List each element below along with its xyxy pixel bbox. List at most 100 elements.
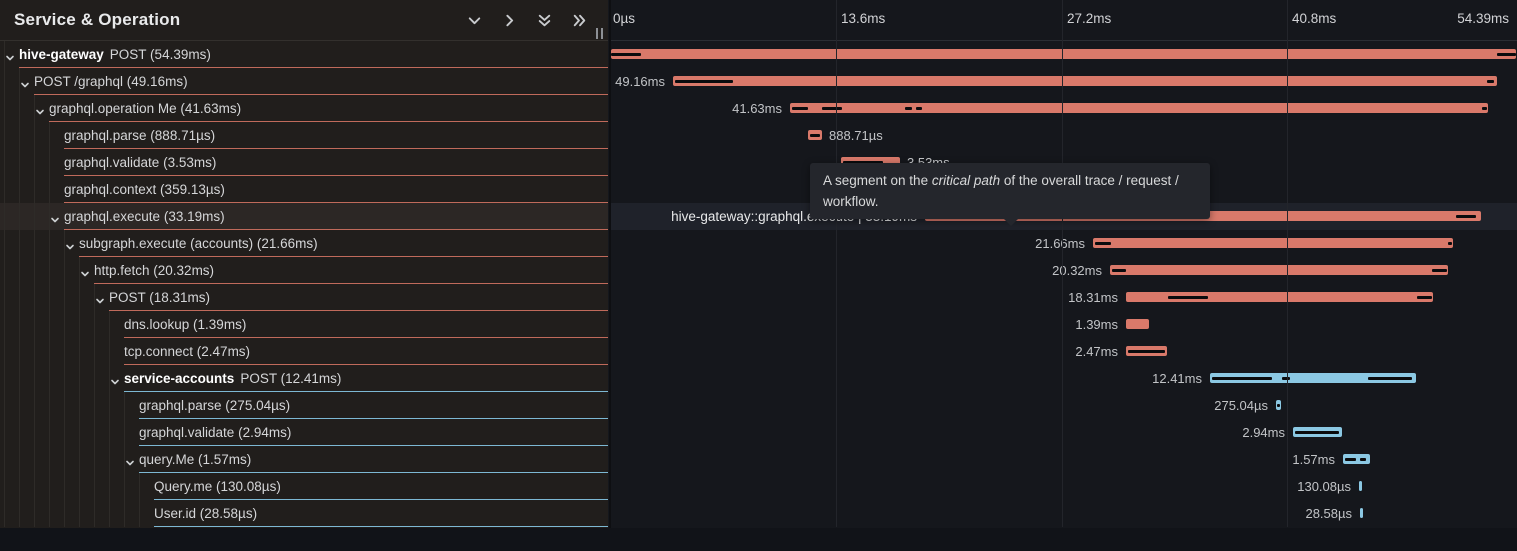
tree-row[interactable]: service-accounts POST (12.41ms)	[0, 365, 608, 392]
duration-label: 2.47ms	[1075, 344, 1118, 359]
critical-path-segment[interactable]	[1168, 295, 1208, 299]
tree-row[interactable]: hive-gateway POST (54.39ms)	[0, 41, 608, 68]
critical-path-segment[interactable]	[810, 133, 820, 137]
span-label: hive-gateway POST (54.39ms)	[19, 47, 211, 62]
indent-guide	[4, 500, 5, 527]
critical-path-segment[interactable]	[1277, 403, 1280, 407]
double-chevron-right-icon[interactable]	[568, 10, 590, 32]
critical-path-segment[interactable]	[1448, 241, 1452, 245]
critical-path-segment[interactable]	[1432, 268, 1447, 272]
critical-path-segment[interactable]	[611, 52, 641, 56]
chevron-right-icon[interactable]	[498, 10, 520, 32]
double-chevron-down-icon[interactable]	[533, 10, 555, 32]
tree-row[interactable]: graphql.parse (275.04µs)	[0, 392, 608, 419]
span-duration-bar[interactable]	[1110, 265, 1448, 275]
chevron-down-icon[interactable]	[125, 455, 135, 466]
critical-path-segment[interactable]	[1295, 430, 1339, 434]
critical-path-segment[interactable]	[1282, 376, 1290, 380]
tree-row[interactable]: graphql.execute (33.19ms)	[0, 203, 608, 230]
indent-guide	[19, 365, 20, 392]
span-duration-bar[interactable]	[611, 49, 1516, 59]
critical-path-segment[interactable]	[1482, 106, 1487, 110]
tree-row[interactable]: tcp.connect (2.47ms)	[0, 338, 608, 365]
axis-tick-label: 13.6ms	[841, 11, 886, 26]
chevron-down-icon[interactable]	[80, 266, 90, 277]
indent-guide	[109, 365, 110, 392]
critical-path-segment[interactable]	[843, 160, 883, 164]
span-duration-bar[interactable]	[808, 130, 822, 140]
critical-path-segment[interactable]	[822, 106, 842, 110]
span-duration-bar[interactable]	[790, 103, 1488, 113]
critical-path-segment[interactable]	[1417, 295, 1432, 299]
indent-guide	[79, 338, 80, 365]
row-underline	[64, 175, 608, 176]
chevron-down-icon[interactable]	[50, 212, 60, 223]
critical-path-segment[interactable]	[1095, 241, 1111, 245]
indent-guide	[19, 176, 20, 203]
indent-guide	[139, 473, 140, 500]
span-duration-bar[interactable]	[1126, 319, 1149, 329]
duration-label: 2.94ms	[1242, 425, 1285, 440]
critical-path-segment[interactable]	[1128, 349, 1165, 353]
tree-row[interactable]: User.id (28.58µs)	[0, 500, 608, 527]
critical-path-segment[interactable]	[916, 106, 922, 110]
duration-label: 1.57ms	[1292, 452, 1335, 467]
tree-row[interactable]: POST (18.31ms)	[0, 284, 608, 311]
duration-label: 888.71µs	[829, 128, 883, 143]
span-duration-bar[interactable]	[1293, 427, 1342, 437]
tree-row[interactable]: graphql.context (359.13µs)	[0, 176, 608, 203]
tree-row[interactable]: POST /graphql (49.16ms)	[0, 68, 608, 95]
critical-path-segment[interactable]	[1360, 457, 1366, 461]
span-duration-bar[interactable]	[1359, 481, 1362, 491]
span-duration-bar[interactable]	[1210, 373, 1416, 383]
span-label: User.id (28.58µs)	[154, 506, 258, 521]
indent-guide	[34, 338, 35, 365]
column-resize-handle[interactable]	[592, 26, 606, 41]
chevron-down-icon[interactable]	[20, 77, 30, 88]
span-duration-bar[interactable]	[1126, 346, 1167, 356]
chevron-down-icon[interactable]	[463, 10, 485, 32]
critical-path-segment[interactable]	[1112, 268, 1126, 272]
span-label: graphql.validate (3.53ms)	[64, 155, 217, 170]
tree-row[interactable]: graphql.validate (3.53ms)	[0, 149, 608, 176]
span-row: 28.58µs	[611, 500, 1517, 527]
tree-row[interactable]: http.fetch (20.32ms)	[0, 257, 608, 284]
tree-row[interactable]: subgraph.execute (accounts) (21.66ms)	[0, 230, 608, 257]
span-duration-bar[interactable]	[1360, 508, 1363, 518]
duration-label: 1.39ms	[1075, 317, 1118, 332]
tree-row[interactable]: Query.me (130.08µs)	[0, 473, 608, 500]
tree-row[interactable]: graphql.parse (888.71µs)	[0, 122, 608, 149]
indent-guide	[34, 311, 35, 338]
tree-row[interactable]: dns.lookup (1.39ms)	[0, 311, 608, 338]
chevron-down-icon[interactable]	[95, 293, 105, 304]
tree-row[interactable]: query.Me (1.57ms)	[0, 446, 608, 473]
critical-path-segment[interactable]	[1487, 79, 1494, 83]
chevron-down-icon[interactable]	[110, 374, 120, 385]
indent-guide	[64, 500, 65, 527]
span-duration-bar[interactable]	[1276, 400, 1281, 410]
span-duration-bar[interactable]	[1126, 292, 1433, 302]
critical-path-segment[interactable]	[1368, 376, 1412, 380]
critical-path-segment[interactable]	[1345, 457, 1356, 461]
chevron-down-icon[interactable]	[65, 239, 75, 250]
chevron-down-icon[interactable]	[35, 104, 45, 115]
span-duration-bar[interactable]	[673, 76, 1497, 86]
span-row: 2.94ms	[611, 419, 1517, 446]
tree-row[interactable]: graphql.validate (2.94ms)	[0, 419, 608, 446]
duration-label: 12.41ms	[1152, 371, 1202, 386]
critical-path-segment[interactable]	[792, 106, 808, 110]
span-duration-bar[interactable]	[841, 157, 900, 167]
critical-path-segment[interactable]	[905, 106, 912, 110]
indent-guide	[139, 500, 140, 527]
critical-path-segment[interactable]	[1456, 214, 1476, 218]
span-duration-bar[interactable]	[1343, 454, 1370, 464]
indent-guide	[79, 500, 80, 527]
critical-path-segment[interactable]	[675, 79, 733, 83]
critical-path-segment[interactable]	[1212, 376, 1272, 380]
row-underline	[139, 445, 608, 446]
chevron-down-icon[interactable]	[5, 50, 15, 61]
span-duration-bar[interactable]	[1093, 238, 1453, 248]
tree-row[interactable]: graphql.operation Me (41.63ms)	[0, 95, 608, 122]
indent-guide	[109, 419, 110, 446]
critical-path-segment[interactable]	[1497, 52, 1516, 56]
